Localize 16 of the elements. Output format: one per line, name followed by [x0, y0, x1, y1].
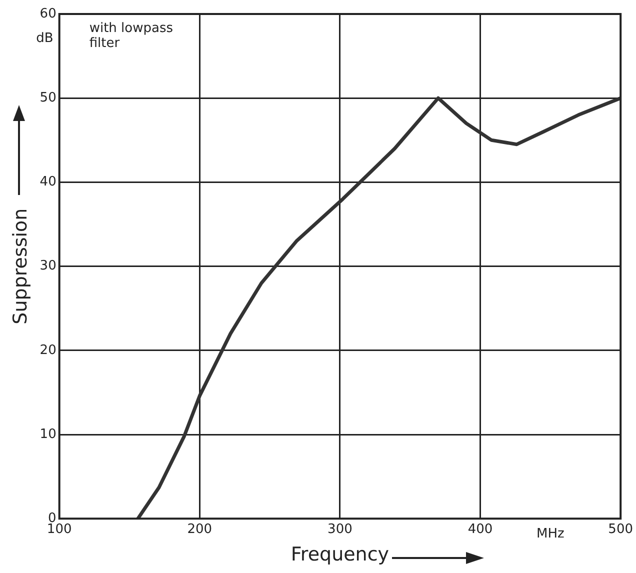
- x-tick-label: 100: [46, 522, 72, 537]
- x-tick-label: 200: [187, 522, 212, 537]
- text: MHz: [536, 526, 565, 542]
- y-tick-label: 20: [40, 342, 56, 358]
- x-tick-label: 300: [328, 522, 352, 537]
- x-tick-label: 400: [468, 522, 493, 537]
- y-tick-label: 60: [40, 6, 56, 22]
- y-tick-label: 40: [40, 174, 56, 190]
- x-axis-title: Frequency: [290, 544, 390, 566]
- y-tick-label: 30: [40, 258, 56, 274]
- y-axis-title: Suppression: [9, 208, 32, 324]
- x-tick-label: 500: [608, 522, 634, 537]
- text: dB: [36, 30, 54, 46]
- y-tick-label: 10: [40, 426, 56, 442]
- y-tick-label: 50: [40, 90, 56, 106]
- annotation: with lowpass filter: [89, 20, 174, 51]
